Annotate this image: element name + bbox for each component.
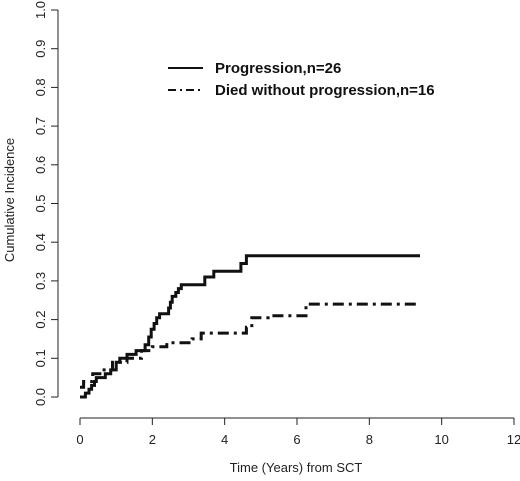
series-line-died-without-progression xyxy=(80,302,420,389)
y-tick-label: 0.9 xyxy=(33,40,48,58)
x-tick-label: 8 xyxy=(366,432,373,447)
y-tick-label: 0.1 xyxy=(33,349,48,367)
axes: 0 2 4 6 8 10 12 0.0 0.1 0.2 0.3 0.4 0.5 0.6 0.7 0.8 0.9 1… xyxy=(33,1,520,447)
y-tick-label: 0.3 xyxy=(33,272,48,290)
y-tick-label: 0.5 xyxy=(33,194,48,212)
x-tick-label: 2 xyxy=(149,432,156,447)
legend-label: Progression,n=26 xyxy=(215,60,341,77)
y-tick-label: 0.7 xyxy=(33,117,48,135)
x-tick-label: 6 xyxy=(293,432,300,447)
x-tick-label: 10 xyxy=(434,432,448,447)
legend: Progression,n=26 Died without progression… xyxy=(168,60,435,99)
plot-area xyxy=(80,254,420,399)
y-tick-label: 0.6 xyxy=(33,156,48,174)
x-tick-label: 12 xyxy=(507,432,520,447)
legend-label: Died without progression,n=16 xyxy=(215,82,435,99)
y-tick-label: 0.8 xyxy=(33,78,48,96)
y-tick-label: 1.0 xyxy=(33,1,48,19)
y-tick-label: 0.0 xyxy=(33,388,48,406)
x-tick-label: 0 xyxy=(76,432,83,447)
series-line-progression xyxy=(80,254,420,399)
y-axis-title: Cumulative Incidence xyxy=(2,138,17,262)
x-axis-title: Time (Years) from SCT xyxy=(230,460,363,475)
y-tick-label: 0.2 xyxy=(33,311,48,329)
x-tick-label: 4 xyxy=(221,432,228,447)
y-tick-label: 0.4 xyxy=(33,233,48,251)
